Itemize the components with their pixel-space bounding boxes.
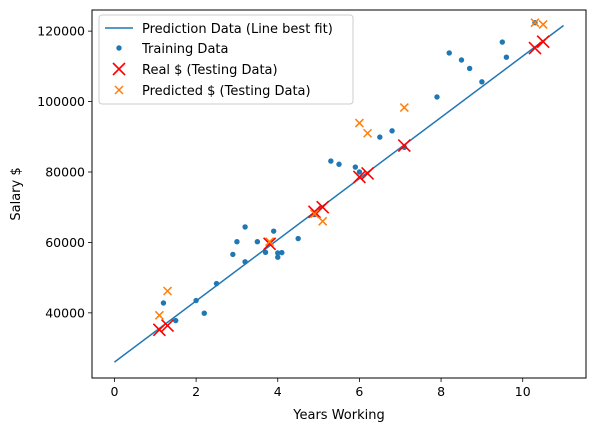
plot-frame xyxy=(91,9,587,379)
x-tick-label: 2 xyxy=(192,384,200,399)
data-marks xyxy=(114,18,564,363)
training-point xyxy=(352,164,359,170)
y-tick-label: 120000 xyxy=(37,24,85,39)
predicted-testing-point xyxy=(354,118,364,128)
training-point xyxy=(336,161,342,167)
legend-plus-swatch xyxy=(112,62,126,76)
real-testing-point xyxy=(352,170,366,184)
training-point xyxy=(389,128,395,134)
real-testing-point xyxy=(152,323,166,337)
real-testing-point xyxy=(316,200,330,214)
training-point xyxy=(242,224,248,230)
training-point xyxy=(479,79,485,85)
real-testing-point xyxy=(160,318,175,333)
real-testing-point xyxy=(528,41,542,55)
training-point xyxy=(193,297,199,304)
training-point xyxy=(458,57,465,63)
predicted-testing-point xyxy=(154,310,164,320)
training-point xyxy=(270,228,277,234)
training-point xyxy=(275,254,281,260)
training-point xyxy=(466,65,473,72)
predicted-testing-point xyxy=(309,209,320,219)
axes: 0 2 4 6 8 10 40000 60000 80000 100000 120000 xyxy=(37,24,530,399)
training-point xyxy=(356,169,363,175)
training-point xyxy=(160,300,167,306)
legend-dot-swatch xyxy=(116,45,122,51)
y-tick-label: 60000 xyxy=(45,235,85,250)
x-tick-label: 8 xyxy=(437,384,445,399)
predicted-testing-point xyxy=(363,128,373,138)
training-point xyxy=(446,50,452,56)
training-point xyxy=(275,250,281,256)
real-testing-point xyxy=(536,35,550,49)
real-testing-point xyxy=(307,205,322,219)
real-testing-point xyxy=(361,166,375,180)
training-point xyxy=(499,39,506,45)
y-tick-label: 100000 xyxy=(37,94,85,109)
predicted-testing-point xyxy=(265,237,275,247)
training-point xyxy=(242,259,248,265)
x-tick-label: 10 xyxy=(515,384,531,399)
predicted-testing-point xyxy=(399,103,409,113)
training-point xyxy=(295,235,301,242)
predicted-testing-point xyxy=(162,286,173,296)
legend-label-prediction: Prediction Data (Line best fit) xyxy=(142,22,333,37)
training-point xyxy=(503,54,510,60)
training-point xyxy=(213,280,220,287)
training-point xyxy=(201,310,207,316)
real-testing-point xyxy=(397,139,411,153)
training-point xyxy=(328,158,334,164)
training-point xyxy=(279,249,285,256)
x-axis-title: Years Working xyxy=(292,408,384,423)
y-tick-label: 80000 xyxy=(45,164,85,179)
predicted-testing-point xyxy=(538,19,548,29)
training-point xyxy=(262,249,269,255)
x-tick-label: 6 xyxy=(355,384,363,399)
best-fit-line xyxy=(114,24,564,363)
training-point xyxy=(377,134,383,140)
training-point xyxy=(230,251,236,258)
real-testing-point xyxy=(263,237,277,251)
training-point xyxy=(434,94,440,100)
predicted-testing-point xyxy=(318,216,328,226)
x-tick-label: 0 xyxy=(110,384,118,399)
training-point xyxy=(234,239,240,245)
legend-label-training: Training Data xyxy=(141,42,228,57)
legend-x-swatch xyxy=(114,85,124,95)
predicted-testing-point xyxy=(530,18,540,28)
y-tick-label: 40000 xyxy=(45,305,85,320)
y-axis-title: Salary $ xyxy=(9,167,24,220)
legend-label-real: Real $ (Testing Data) xyxy=(142,63,278,78)
training-point xyxy=(254,239,261,245)
x-tick-label: 4 xyxy=(274,384,282,399)
legend-frame xyxy=(98,14,354,105)
legend-label-predicted: Predicted $ (Testing Data) xyxy=(142,84,311,99)
legend: Prediction Data (Line best fit) Training… xyxy=(98,14,354,105)
training-point xyxy=(172,317,179,324)
